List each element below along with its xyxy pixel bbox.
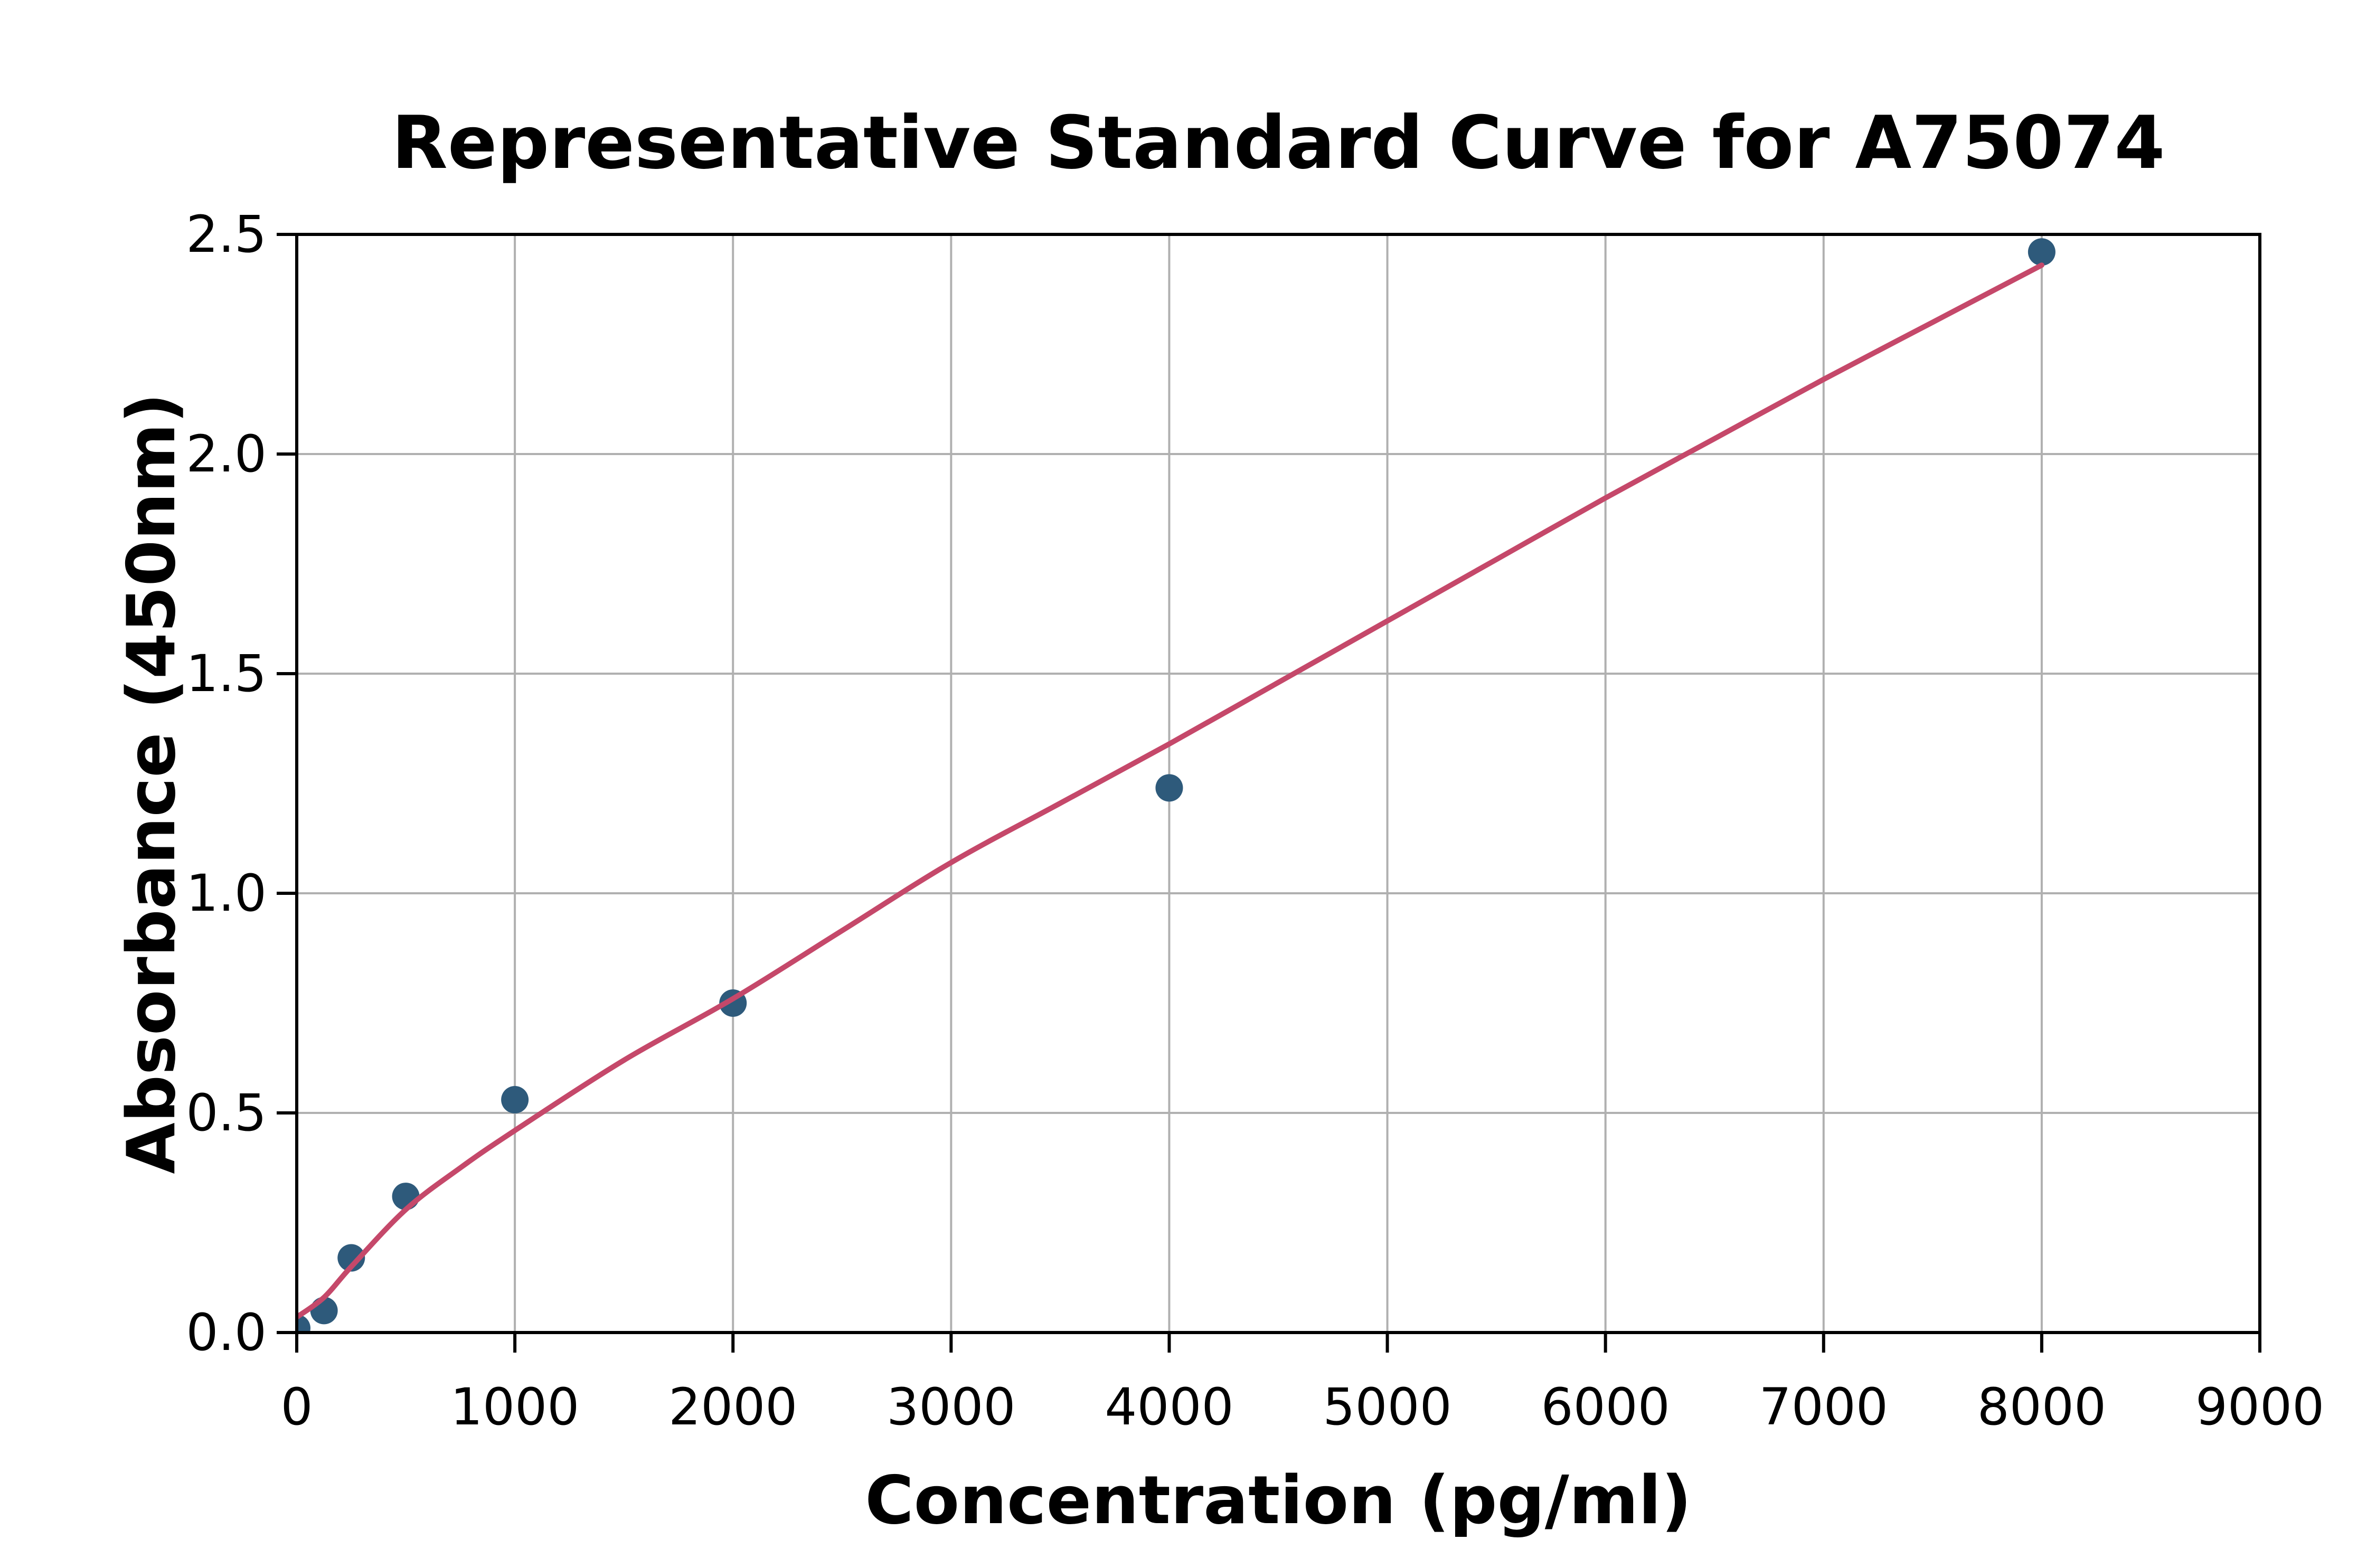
x-tick-label: 8000 [1977, 1377, 2106, 1437]
gridlines [297, 234, 2260, 1333]
y-tick-label: 1.0 [186, 864, 267, 923]
y-axis-label: Absorbance (450nm) [112, 393, 190, 1174]
x-tick-label: 1000 [450, 1377, 579, 1437]
data-point [2028, 238, 2056, 266]
x-axis-label: Concentration (pg/ml) [865, 1461, 1692, 1539]
fit-curve-line [297, 262, 2044, 1320]
data-point [310, 1297, 338, 1325]
y-tick-label: 2.5 [186, 205, 267, 264]
plot-frame [295, 233, 2261, 1334]
data-point [392, 1183, 420, 1211]
x-tick-label: 3000 [887, 1377, 1015, 1437]
y-tick-label: 2.0 [186, 424, 267, 484]
chart-series [297, 238, 2056, 1333]
data-point [501, 1086, 529, 1114]
x-tick-label: 0 [280, 1377, 313, 1437]
chart-title: Representative Standard Curve for A75074 [392, 100, 2165, 185]
x-tick-label: 6000 [1541, 1377, 1670, 1437]
x-tick-label: 2000 [668, 1377, 797, 1437]
data-point [337, 1244, 365, 1272]
data-point [297, 1314, 310, 1333]
y-tick-label: 1.5 [186, 644, 267, 703]
axis-ticks: 0 1000 2000 3000 4000 5000 6000 7000 8000 9000 0.0… [186, 205, 2324, 1437]
data-point [1155, 774, 1183, 802]
x-tick-label: 9000 [2195, 1377, 2324, 1437]
y-tick-label: 0.5 [186, 1083, 267, 1142]
y-tick-label: 0.0 [186, 1303, 267, 1362]
x-tick-label: 4000 [1105, 1377, 1233, 1437]
x-tick-label: 7000 [1759, 1377, 1888, 1437]
x-tick-label: 5000 [1323, 1377, 1451, 1437]
